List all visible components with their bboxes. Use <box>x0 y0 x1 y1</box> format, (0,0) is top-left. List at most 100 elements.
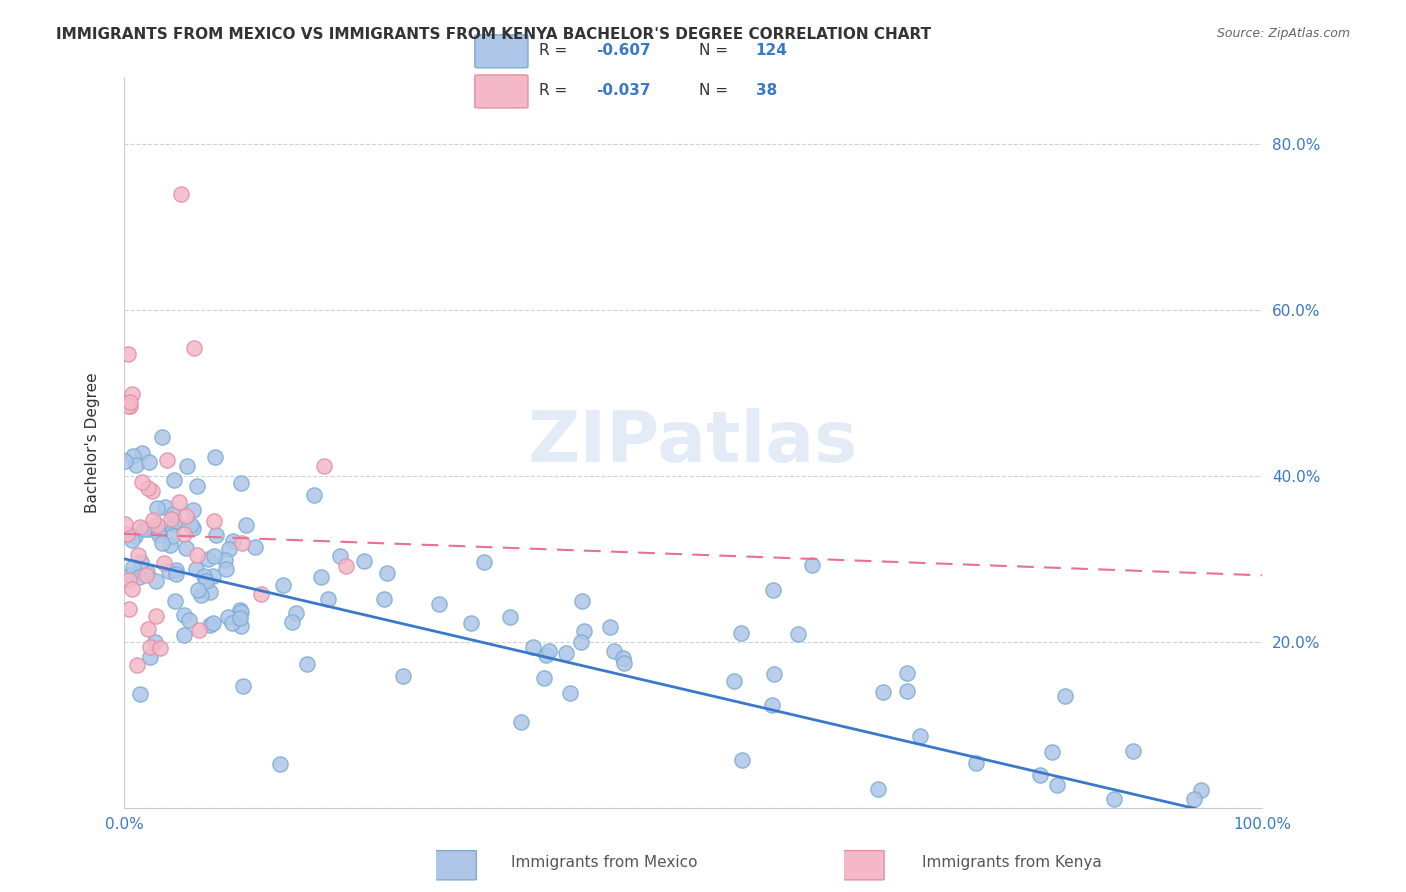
Point <box>166 563 188 577</box>
Point <box>128 570 150 584</box>
Point <box>202 514 225 528</box>
Point <box>273 578 295 592</box>
Point <box>121 582 143 597</box>
Point <box>221 615 243 630</box>
Point <box>131 475 153 489</box>
Point <box>150 430 173 444</box>
Point <box>124 529 146 543</box>
Point <box>139 649 162 664</box>
Point <box>302 488 325 502</box>
Point <box>174 541 197 555</box>
Point <box>145 609 167 624</box>
Point <box>560 686 582 700</box>
Point <box>146 501 169 516</box>
Point <box>117 573 139 587</box>
Point <box>114 517 136 532</box>
Point <box>117 347 139 361</box>
Point <box>136 521 159 535</box>
Text: -0.607: -0.607 <box>596 44 651 58</box>
Point <box>309 570 332 584</box>
Point <box>335 559 357 574</box>
Point <box>136 622 159 636</box>
Point <box>150 535 173 549</box>
Point <box>170 186 193 201</box>
Point <box>202 615 225 630</box>
Point <box>866 782 889 797</box>
Point <box>162 507 184 521</box>
Point <box>129 520 152 534</box>
Point <box>613 657 636 671</box>
Point <box>163 514 186 528</box>
Point <box>392 669 415 683</box>
Point <box>522 640 544 655</box>
Point <box>118 394 141 409</box>
Point <box>281 615 304 629</box>
Point <box>173 607 195 622</box>
Point <box>173 527 195 541</box>
Point <box>460 615 482 630</box>
Point <box>229 605 252 619</box>
Point <box>1046 778 1069 792</box>
Point <box>269 756 291 771</box>
Point <box>603 644 626 658</box>
Point <box>173 628 195 642</box>
Point <box>1029 767 1052 781</box>
Point <box>786 627 808 641</box>
Point <box>187 583 209 598</box>
Point <box>121 449 143 463</box>
Point <box>181 503 204 517</box>
Point <box>180 517 202 532</box>
FancyBboxPatch shape <box>475 75 529 108</box>
Point <box>125 658 148 673</box>
Point <box>533 671 555 685</box>
Point <box>569 634 592 648</box>
Point <box>204 527 226 541</box>
Point <box>124 458 146 472</box>
Point <box>145 574 167 588</box>
Point <box>245 541 267 555</box>
Point <box>762 583 785 598</box>
Point <box>375 566 398 580</box>
Point <box>143 635 166 649</box>
FancyBboxPatch shape <box>433 851 477 880</box>
Point <box>509 714 531 729</box>
Point <box>730 626 752 640</box>
Point <box>160 511 183 525</box>
Point <box>141 484 163 499</box>
Point <box>153 556 176 570</box>
Point <box>908 729 931 743</box>
Y-axis label: Bachelor's Degree: Bachelor's Degree <box>86 372 100 513</box>
Point <box>162 529 184 543</box>
Point <box>146 518 169 533</box>
Point <box>128 687 150 701</box>
Point <box>193 568 215 582</box>
Text: 124: 124 <box>756 44 787 58</box>
Point <box>250 587 273 601</box>
Point <box>761 698 783 712</box>
Point <box>153 500 176 514</box>
Point <box>499 609 522 624</box>
Point <box>157 565 180 579</box>
Text: Immigrants from Kenya: Immigrants from Kenya <box>922 855 1102 870</box>
Point <box>1040 746 1063 760</box>
Point <box>232 679 254 693</box>
Point <box>202 549 225 564</box>
Point <box>229 475 252 490</box>
Point <box>214 552 236 566</box>
Point <box>136 481 159 495</box>
Point <box>229 611 252 625</box>
Point <box>295 657 318 672</box>
Point <box>188 623 211 637</box>
Point <box>177 613 200 627</box>
Point <box>181 521 204 535</box>
Point <box>156 453 179 467</box>
Point <box>135 568 157 582</box>
Point <box>148 524 170 539</box>
Point <box>599 620 621 634</box>
Point <box>176 459 198 474</box>
Point <box>204 450 226 464</box>
Point <box>373 592 395 607</box>
Point <box>763 667 786 681</box>
Point <box>169 495 191 509</box>
Text: ZIPatlas: ZIPatlas <box>529 408 858 477</box>
